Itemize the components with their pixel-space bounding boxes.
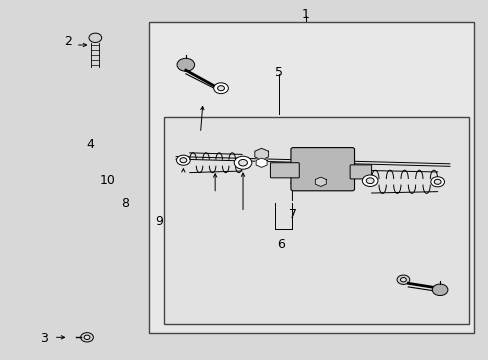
Circle shape [177, 58, 194, 71]
Circle shape [396, 275, 409, 284]
Circle shape [433, 179, 440, 184]
Circle shape [217, 86, 224, 91]
Circle shape [176, 155, 190, 165]
Polygon shape [315, 177, 325, 186]
Circle shape [238, 159, 247, 166]
Polygon shape [254, 148, 268, 160]
Circle shape [431, 284, 447, 296]
Text: 7: 7 [289, 208, 297, 221]
Circle shape [400, 278, 406, 282]
Text: 1: 1 [301, 8, 309, 21]
FancyBboxPatch shape [349, 165, 371, 179]
Circle shape [213, 83, 228, 94]
Circle shape [180, 158, 186, 163]
Text: 8: 8 [121, 197, 128, 210]
Text: 10: 10 [100, 174, 115, 186]
Text: 6: 6 [277, 238, 285, 251]
Text: 4: 4 [86, 138, 94, 150]
Circle shape [366, 178, 373, 184]
Text: 2: 2 [64, 35, 72, 48]
Text: 3: 3 [40, 332, 48, 345]
Circle shape [430, 177, 444, 187]
Circle shape [234, 156, 251, 169]
FancyBboxPatch shape [270, 163, 299, 178]
Text: 5: 5 [274, 66, 282, 78]
FancyBboxPatch shape [290, 148, 354, 191]
Bar [163, 117, 468, 324]
Circle shape [81, 333, 93, 342]
Circle shape [84, 335, 90, 339]
Circle shape [89, 33, 102, 42]
Circle shape [362, 175, 377, 186]
Text: 9: 9 [155, 215, 163, 228]
Polygon shape [256, 158, 266, 167]
Bar [149, 22, 473, 333]
